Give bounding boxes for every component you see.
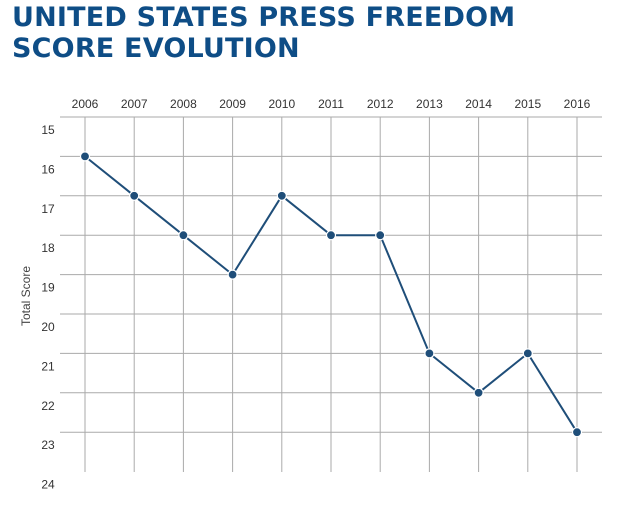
x-tick-label: 2007 xyxy=(121,97,148,111)
data-point[interactable] xyxy=(325,230,337,241)
y-tick-label: 16 xyxy=(41,162,55,176)
x-tick-label: 2016 xyxy=(564,97,591,111)
y-tick-label: 15 xyxy=(41,123,55,137)
chart-title: UNITED STATES PRESS FREEDOM SCORE EVOLUT… xyxy=(12,2,622,64)
data-point[interactable] xyxy=(79,151,91,162)
data-point[interactable] xyxy=(178,230,189,241)
chart-title-line-2: SCORE EVOLUTION xyxy=(12,33,300,64)
x-tick-label: 2006 xyxy=(72,97,99,111)
y-tick-label: 21 xyxy=(41,359,55,373)
x-tick-label: 2010 xyxy=(268,97,295,111)
y-tick-label: 18 xyxy=(41,241,55,255)
data-point[interactable] xyxy=(473,387,484,398)
data-point[interactable] xyxy=(276,190,287,201)
x-tick-label: 2014 xyxy=(465,97,492,111)
x-tick-label: 2013 xyxy=(416,97,443,111)
y-tick-label: 17 xyxy=(41,202,55,216)
grid-lines xyxy=(60,116,602,472)
data-point[interactable] xyxy=(375,230,386,241)
y-tick-label: 23 xyxy=(41,438,55,452)
series-group xyxy=(79,151,583,438)
x-tick-label: 2009 xyxy=(219,97,246,111)
data-point[interactable] xyxy=(522,348,533,359)
y-tick-label: 22 xyxy=(41,399,55,413)
y-tick-label: 24 xyxy=(41,478,55,492)
x-tick-label: 2012 xyxy=(367,97,394,111)
data-point[interactable] xyxy=(227,269,238,280)
x-tick-label: 2011 xyxy=(318,97,344,111)
y-tick-label: 19 xyxy=(41,281,55,295)
data-point[interactable] xyxy=(129,190,140,201)
y-tick-labels: 15 16 17 18 19 20 21 22 23 24 xyxy=(41,123,55,492)
x-tick-labels: 2006 2007 2008 2009 2010 2011 2012 2013 2014 2015… xyxy=(72,97,591,111)
data-point[interactable] xyxy=(424,348,435,359)
x-tick-label: 2015 xyxy=(514,97,541,111)
x-tick-label: 2008 xyxy=(170,97,197,111)
chart-title-line-1: UNITED STATES PRESS FREEDOM xyxy=(12,2,516,33)
y-axis-label: Total Score xyxy=(19,266,33,326)
y-tick-label: 20 xyxy=(41,320,55,334)
data-point[interactable] xyxy=(571,427,583,438)
